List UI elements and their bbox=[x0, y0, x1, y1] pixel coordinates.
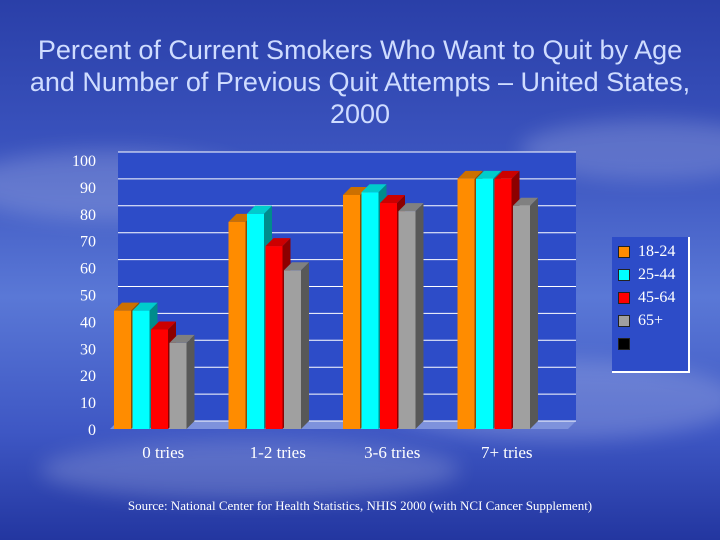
bar-face bbox=[398, 211, 416, 429]
bar-face bbox=[513, 205, 530, 429]
bar-face bbox=[476, 178, 493, 429]
bar-top bbox=[513, 197, 538, 206]
y-tick-label: 100 bbox=[72, 153, 96, 170]
bar-top bbox=[169, 334, 195, 343]
x-category-label: 1-2 tries bbox=[250, 443, 306, 462]
x-category-label: 0 tries bbox=[142, 443, 184, 462]
legend-label: 65+ bbox=[638, 312, 664, 329]
bar-top bbox=[284, 262, 309, 271]
bar-top bbox=[494, 170, 520, 179]
bar-side bbox=[186, 334, 195, 429]
bar-face bbox=[247, 213, 264, 429]
bar-face bbox=[228, 221, 246, 429]
legend-swatch bbox=[618, 246, 630, 258]
legend-item-18-24: 18-24 bbox=[618, 242, 675, 262]
bar-top bbox=[114, 302, 139, 311]
bar-top bbox=[476, 170, 501, 179]
bar-top bbox=[457, 170, 483, 179]
slide-title: Percent of Current Smokers Who Want to Q… bbox=[29, 35, 691, 129]
bar-top bbox=[247, 205, 272, 214]
bar-side bbox=[301, 262, 309, 429]
y-tick-label: 90 bbox=[80, 180, 96, 197]
legend-item-25-44: 25-44 bbox=[618, 265, 675, 285]
bar-65+-3-6 tries bbox=[398, 203, 424, 429]
bar-top bbox=[361, 184, 387, 193]
bar-face bbox=[169, 342, 187, 429]
x-category-label: 7+ tries bbox=[481, 443, 533, 462]
chart-legend: 18-24 25-44 45-64 65+ bbox=[612, 237, 690, 373]
bar-side bbox=[415, 203, 424, 429]
legend-swatch bbox=[618, 338, 630, 350]
bar-face bbox=[494, 178, 512, 429]
legend-label: 45-64 bbox=[638, 289, 676, 306]
legend-item-65+: 65+ bbox=[618, 311, 663, 331]
bar-face bbox=[132, 310, 150, 429]
bar-face bbox=[151, 329, 168, 429]
y-tick-label: 20 bbox=[80, 368, 96, 385]
legend-item-empty bbox=[618, 334, 638, 354]
bar-face bbox=[284, 270, 301, 429]
bar-face bbox=[343, 194, 360, 429]
bar-face bbox=[380, 203, 397, 429]
bar-top bbox=[380, 195, 405, 204]
y-tick-label: 60 bbox=[80, 261, 96, 278]
legend-label: 25-44 bbox=[638, 266, 676, 283]
bar-65+-7+ tries bbox=[513, 197, 538, 429]
legend-item-45-64: 45-64 bbox=[618, 288, 675, 308]
x-category-label: 3-6 tries bbox=[364, 443, 420, 462]
bar-65+-1-2 tries bbox=[284, 262, 309, 429]
bar-top bbox=[265, 238, 291, 247]
legend-swatch bbox=[618, 292, 630, 304]
bar-top bbox=[132, 302, 158, 311]
y-tick-label: 50 bbox=[80, 288, 96, 305]
legend-label: 18-24 bbox=[638, 243, 676, 260]
y-tick-label: 40 bbox=[80, 314, 96, 331]
y-tick-label: 0 bbox=[88, 422, 96, 439]
bar-side bbox=[530, 197, 538, 429]
bar-face bbox=[114, 310, 131, 429]
source-note: Source: National Center for Health Stati… bbox=[127, 498, 593, 513]
bar-face bbox=[457, 178, 475, 429]
bar-65+-0 tries bbox=[169, 334, 195, 429]
cloud-decoration bbox=[40, 440, 460, 500]
bar-top bbox=[151, 321, 176, 330]
bar-face bbox=[361, 192, 379, 429]
y-tick-label: 30 bbox=[80, 341, 96, 358]
y-tick-label: 10 bbox=[80, 395, 96, 412]
legend-swatch bbox=[618, 315, 630, 327]
y-tick-label: 70 bbox=[80, 234, 96, 251]
y-tick-label: 80 bbox=[80, 207, 96, 224]
bar-face bbox=[265, 246, 283, 429]
legend-swatch bbox=[618, 269, 630, 281]
bar-top bbox=[398, 203, 424, 212]
